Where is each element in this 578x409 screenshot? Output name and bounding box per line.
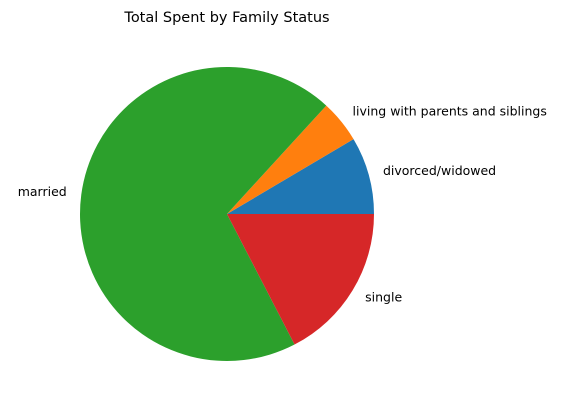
pie-slice-married [79,67,327,362]
chart-title: Total Spent by Family Status [123,10,329,26]
slice-label-single: single [365,290,402,305]
pie-slice-divorced-widowed [227,139,374,214]
pie-slices [79,67,374,362]
slice-label-living-with-parents-and-siblings: living with parents and siblings [353,104,547,119]
pie-slice-single [227,214,374,345]
slice-label-married: married [18,184,67,199]
slice-label-divorced-widowed: divorced/widowed [383,163,496,178]
slice-labels: divorced/widowed living with parents and … [18,104,547,305]
pie-slice-living-with-parents-and-siblings [227,105,354,214]
